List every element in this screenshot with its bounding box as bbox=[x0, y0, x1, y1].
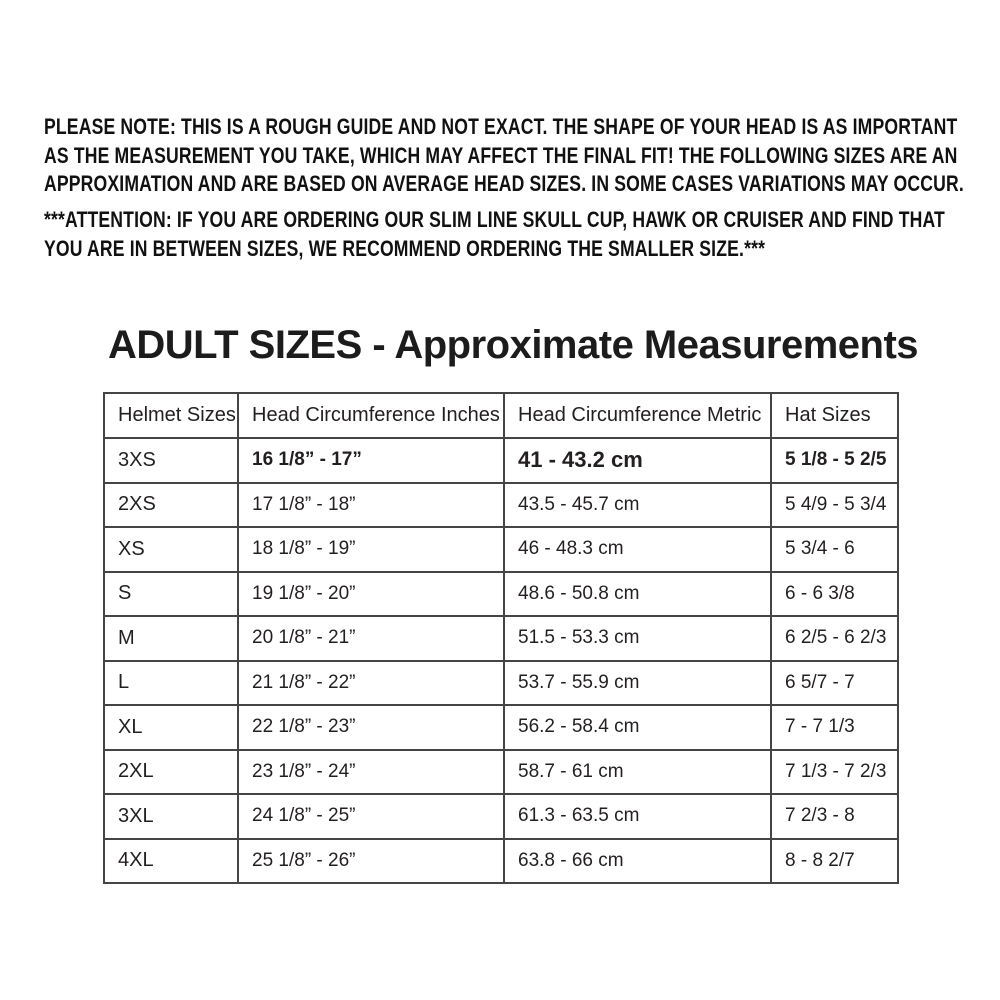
metric-cell: 53.7 - 55.9 cm bbox=[503, 659, 772, 706]
helmet-size-cell: L bbox=[103, 659, 239, 706]
header-helmet-sizes: Helmet Sizes bbox=[103, 392, 239, 439]
hat-size-cell: 7 - 7 1/3 bbox=[770, 704, 899, 751]
inches-cell: 20 1/8” - 21” bbox=[237, 615, 505, 662]
helmet-size-cell: 4XL bbox=[103, 837, 239, 884]
page-title: ADULT SIZES - Approximate Measurements bbox=[108, 323, 919, 367]
inches-cell: 24 1/8” - 25” bbox=[237, 793, 505, 840]
helmet-size-cell: XS bbox=[103, 526, 239, 573]
note-line: AS THE MEASUREMENT YOU TAKE, WHICH MAY A… bbox=[44, 142, 958, 168]
metric-cell: 56.2 - 58.4 cm bbox=[503, 704, 772, 751]
table-row: 2XS 17 1/8” - 18” 43.5 - 45.7 cm 5 4/9 -… bbox=[103, 481, 899, 528]
header-circumference-inches: Head Circumference Inches bbox=[237, 392, 505, 439]
table-row: L 21 1/8” - 22” 53.7 - 55.9 cm 6 5/7 - 7 bbox=[103, 659, 899, 706]
table-header-row: Helmet Sizes Head Circumference Inches H… bbox=[103, 392, 899, 439]
attention-line: YOU ARE IN BETWEEN SIZES, WE RECOMMEND O… bbox=[44, 235, 766, 261]
inches-cell: 22 1/8” - 23” bbox=[237, 704, 505, 751]
table-row: 3XL 24 1/8” - 25” 61.3 - 63.5 cm 7 2/3 -… bbox=[103, 793, 899, 840]
metric-cell: 51.5 - 53.3 cm bbox=[503, 615, 772, 662]
helmet-size-cell: 2XS bbox=[103, 481, 239, 528]
table-row: 3XS 16 1/8” - 17” 41 - 43.2 cm 5 1/8 - 5… bbox=[103, 437, 899, 484]
size-table: Helmet Sizes Head Circumference Inches H… bbox=[103, 392, 899, 884]
table-row: S 19 1/8” - 20” 48.6 - 50.8 cm 6 - 6 3/8 bbox=[103, 570, 899, 617]
inches-cell: 19 1/8” - 20” bbox=[237, 570, 505, 617]
hat-size-cell: 6 5/7 - 7 bbox=[770, 659, 899, 706]
header-circumference-metric: Head Circumference Metric bbox=[503, 392, 772, 439]
table-row: XS 18 1/8” - 19” 46 - 48.3 cm 5 3/4 - 6 bbox=[103, 526, 899, 573]
helmet-size-cell: 3XL bbox=[103, 793, 239, 840]
metric-cell: 43.5 - 45.7 cm bbox=[503, 481, 772, 528]
hat-size-cell: 8 - 8 2/7 bbox=[770, 837, 899, 884]
note-line: APPROXIMATION AND ARE BASED ON AVERAGE H… bbox=[44, 171, 964, 196]
metric-cell: 41 - 43.2 cm bbox=[503, 437, 772, 484]
note-line: PLEASE NOTE: THIS IS A ROUGH GUIDE AND N… bbox=[44, 114, 958, 139]
hat-size-cell: 7 1/3 - 7 2/3 bbox=[770, 748, 899, 795]
hat-size-cell: 6 2/5 - 6 2/3 bbox=[770, 615, 899, 662]
inches-cell: 16 1/8” - 17” bbox=[237, 437, 505, 484]
hat-size-cell: 7 2/3 - 8 bbox=[770, 793, 899, 840]
table-row: 4XL 25 1/8” - 26” 63.8 - 66 cm 8 - 8 2/7 bbox=[103, 837, 899, 884]
helmet-size-cell: M bbox=[103, 615, 239, 662]
metric-cell: 58.7 - 61 cm bbox=[503, 748, 772, 795]
metric-cell: 48.6 - 50.8 cm bbox=[503, 570, 772, 617]
metric-cell: 61.3 - 63.5 cm bbox=[503, 793, 772, 840]
hat-size-cell: 5 1/8 - 5 2/5 bbox=[770, 437, 899, 484]
inches-cell: 21 1/8” - 22” bbox=[237, 659, 505, 706]
hat-size-cell: 5 3/4 - 6 bbox=[770, 526, 899, 573]
helmet-size-cell: XL bbox=[103, 704, 239, 751]
note-paragraph: PLEASE NOTE: THIS IS A ROUGH GUIDE AND N… bbox=[44, 113, 1000, 199]
inches-cell: 25 1/8” - 26” bbox=[237, 837, 505, 884]
table-row: 2XL 23 1/8” - 24” 58.7 - 61 cm 7 1/3 - 7… bbox=[103, 748, 899, 795]
hat-size-cell: 6 - 6 3/8 bbox=[770, 570, 899, 617]
header-hat-sizes: Hat Sizes bbox=[770, 392, 899, 439]
metric-cell: 46 - 48.3 cm bbox=[503, 526, 772, 573]
inches-cell: 17 1/8” - 18” bbox=[237, 481, 505, 528]
metric-cell: 63.8 - 66 cm bbox=[503, 837, 772, 884]
inches-cell: 18 1/8” - 19” bbox=[237, 526, 505, 573]
attention-paragraph: ***ATTENTION: IF YOU ARE ORDERING OUR SL… bbox=[44, 206, 1000, 263]
hat-size-cell: 5 4/9 - 5 3/4 bbox=[770, 481, 899, 528]
table-row: XL 22 1/8” - 23” 56.2 - 58.4 cm 7 - 7 1/… bbox=[103, 704, 899, 751]
helmet-size-cell: S bbox=[103, 570, 239, 617]
attention-line: ***ATTENTION: IF YOU ARE ORDERING OUR SL… bbox=[44, 207, 945, 232]
helmet-size-cell: 3XS bbox=[103, 437, 239, 484]
table-row: M 20 1/8” - 21” 51.5 - 53.3 cm 6 2/5 - 6… bbox=[103, 615, 899, 662]
helmet-size-cell: 2XL bbox=[103, 748, 239, 795]
inches-cell: 23 1/8” - 24” bbox=[237, 748, 505, 795]
